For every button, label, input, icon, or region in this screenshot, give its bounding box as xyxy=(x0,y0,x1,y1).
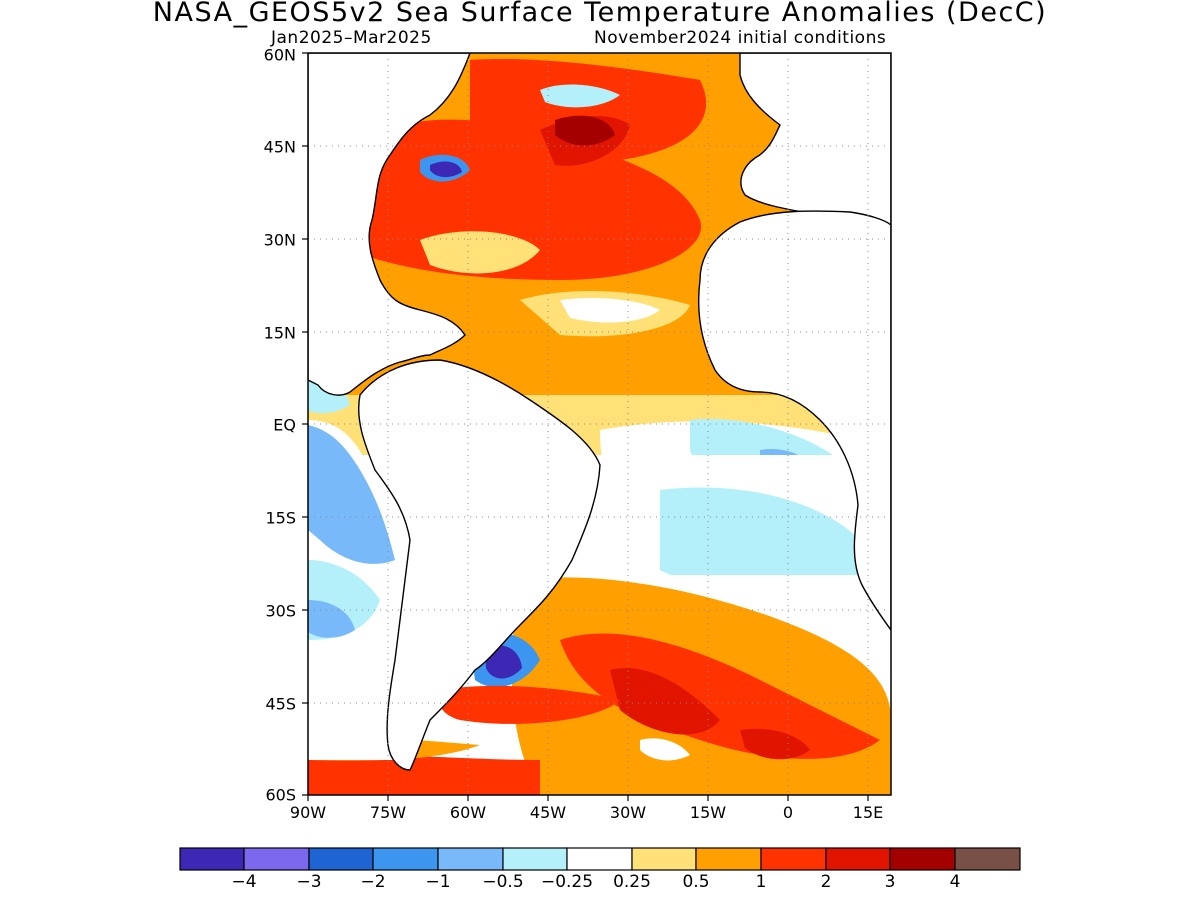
africa-land xyxy=(697,210,891,632)
lat-label: 60N xyxy=(263,45,296,65)
map-ticks xyxy=(302,52,869,801)
valid-period: Jan2025–Mar2025 xyxy=(271,28,432,48)
colorbar-label: −0.5 xyxy=(482,872,524,892)
lon-label: 30W xyxy=(609,803,647,822)
lat-label: EQ xyxy=(273,415,296,435)
colorbar-label: −1 xyxy=(425,872,451,892)
colorbar-swatch xyxy=(631,847,697,871)
lat-label: 45S xyxy=(265,694,296,714)
south-america-land xyxy=(358,359,601,771)
lat-label: 30N xyxy=(263,230,296,250)
colorbar-swatch xyxy=(243,847,310,871)
colorbar-swatch xyxy=(502,847,568,871)
lon-label: 0 xyxy=(782,803,794,822)
lat-label: 30S xyxy=(265,601,296,621)
colorbar-swatch xyxy=(372,847,439,871)
colorbar-swatch xyxy=(179,847,245,871)
colorbar-label: 4 xyxy=(949,872,961,892)
anomaly-field-pacific xyxy=(308,239,410,760)
colorbar-label: 0.5 xyxy=(682,872,710,892)
colorbar-label: −4 xyxy=(231,872,257,892)
lon-label: 45W xyxy=(529,803,567,822)
lon-label: 75W xyxy=(369,803,407,822)
initial-conditions: November2024 initial conditions xyxy=(594,28,887,48)
lon-label: 15E xyxy=(852,803,884,822)
lat-label: 15S xyxy=(265,508,296,528)
colorbar-swatch xyxy=(889,847,956,871)
lon-label: 15W xyxy=(689,803,727,822)
colorbar-label: −2 xyxy=(360,872,386,892)
lon-label: 90W xyxy=(289,803,327,822)
colorbar-swatch xyxy=(825,847,891,871)
colorbar-label: 0.25 xyxy=(613,872,651,892)
colorbar-swatch xyxy=(954,847,1021,871)
colorbar-swatch xyxy=(566,847,633,871)
land-masses xyxy=(308,53,891,771)
colorbar-label: −0.25 xyxy=(540,872,594,892)
north-america-land xyxy=(308,53,471,396)
graticule xyxy=(308,53,891,795)
lat-label: 15N xyxy=(263,323,296,343)
colorbar xyxy=(179,847,1021,871)
lat-label: 60S xyxy=(265,785,296,805)
colorbar-swatch xyxy=(308,847,374,871)
colorbar-swatch xyxy=(695,847,762,871)
colorbar-label: 2 xyxy=(820,872,832,892)
colorbar-label: 3 xyxy=(884,872,896,892)
lat-label: 45N xyxy=(263,137,296,157)
colorbar-label: 1 xyxy=(755,872,767,892)
lon-label: 60W xyxy=(449,803,487,822)
colorbar-swatch xyxy=(437,847,504,871)
colorbar-swatch xyxy=(760,847,827,871)
map-title: NASA_GEOS5v2 Sea Surface Temperature Ano… xyxy=(152,0,1048,28)
colorbar-label: −3 xyxy=(296,872,322,892)
